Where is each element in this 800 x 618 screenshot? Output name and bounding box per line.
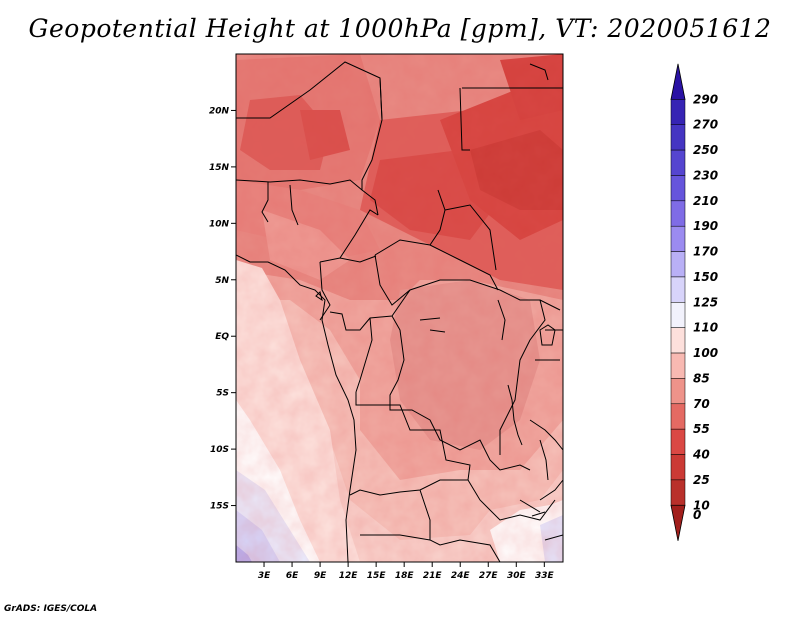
colorbar-label: 55 xyxy=(693,422,710,436)
lat-tick-label: 10N xyxy=(209,219,230,229)
lat-tick-label: 20N xyxy=(209,106,230,116)
longitude-axis: 3E 6E 9E 12E 15E 18E 21E 24E 27E 30E 33E xyxy=(258,562,555,581)
lon-tick-label: 3E xyxy=(258,571,271,581)
colorbar-label: 170 xyxy=(693,245,718,259)
colorbar-label: 85 xyxy=(693,371,710,385)
lat-tick-label: 15N xyxy=(209,163,230,173)
colorbar-label: 100 xyxy=(693,346,718,360)
colorbar-label: 230 xyxy=(693,168,718,182)
colorbar-segment xyxy=(670,378,686,405)
colorbar: 2902702502302101901701501251101008570554… xyxy=(670,63,718,541)
colorbar-segment xyxy=(670,428,686,455)
footer-credit: GrADS: IGES/COLA xyxy=(4,604,98,614)
lon-tick-label: 24E xyxy=(451,571,471,581)
latitude-axis: 20N 15N 10N 5N EQ 5S 10S 15S xyxy=(209,106,236,512)
lon-tick-label: 18E xyxy=(395,571,415,581)
lon-tick-label: 30E xyxy=(507,571,527,581)
lat-tick-label: 5N xyxy=(215,276,229,286)
colorbar-label: 10 xyxy=(693,498,710,512)
colorbar-segment xyxy=(670,225,686,252)
colorbar-segment xyxy=(670,454,686,481)
lon-tick-label: 15E xyxy=(367,571,387,581)
lat-tick-label: EQ xyxy=(215,332,229,342)
colorbar-segment xyxy=(670,276,686,303)
colorbar-segment xyxy=(670,327,686,354)
lon-tick-label: 9E xyxy=(314,571,327,581)
colorbar-label: 110 xyxy=(693,321,718,335)
map-frame xyxy=(235,53,564,563)
map-title: Geopotential Height at 1000hPa [gpm], VT… xyxy=(28,14,772,43)
colorbar-label: 210 xyxy=(693,194,718,208)
colorbar-segment xyxy=(670,251,686,278)
lon-tick-label: 27E xyxy=(479,571,499,581)
colorbar-label: 290 xyxy=(693,92,718,106)
colorbar-segment xyxy=(670,504,686,541)
colorbar-label: 250 xyxy=(693,143,718,157)
lon-tick-label: 33E xyxy=(535,571,555,581)
lat-tick-label: 10S xyxy=(210,445,229,455)
colorbar-segment xyxy=(670,479,686,506)
colorbar-label: 150 xyxy=(693,270,718,284)
height-field xyxy=(236,54,563,562)
colorbar-label: 25 xyxy=(693,473,710,487)
lat-tick-label: 5S xyxy=(216,389,229,399)
colorbar-segment xyxy=(670,352,686,379)
colorbar-segment xyxy=(670,99,686,125)
colorbar-segment xyxy=(670,302,686,328)
colorbar-segment xyxy=(670,124,686,151)
colorbar-label: 270 xyxy=(693,118,718,132)
colorbar-label: 0 xyxy=(693,508,701,522)
colorbar-segment xyxy=(670,149,686,176)
lat-tick-label: 15S xyxy=(210,502,229,512)
colorbar-segment xyxy=(670,63,686,100)
country-borders xyxy=(236,61,563,562)
colorbar-segment xyxy=(670,175,686,202)
colorbar-label: 190 xyxy=(693,219,718,233)
colorbar-segment xyxy=(670,403,686,430)
lon-tick-label: 21E xyxy=(423,571,443,581)
colorbar-segment xyxy=(670,200,686,227)
colorbar-label: 70 xyxy=(693,397,710,411)
lon-tick-label: 12E xyxy=(339,571,359,581)
lon-tick-label: 6E xyxy=(286,571,299,581)
colorbar-label: 125 xyxy=(693,295,718,309)
colorbar-label: 40 xyxy=(692,448,710,462)
